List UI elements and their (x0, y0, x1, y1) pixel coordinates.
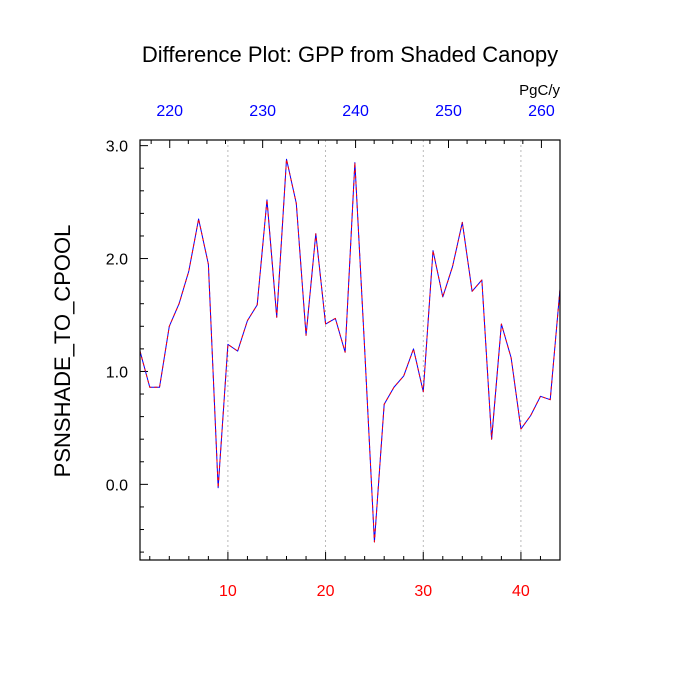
y-tick-label: 1.0 (106, 364, 128, 381)
top-tick-label: 220 (156, 103, 183, 120)
x-tick-label: 40 (512, 583, 530, 600)
series-line-0 (139, 158, 561, 543)
top-tick-label: 260 (528, 103, 555, 120)
top-tick-label: 230 (249, 103, 276, 120)
y-tick-label: 3.0 (106, 139, 128, 156)
x-tick-label: 10 (219, 583, 237, 600)
y-axis-label: PSNSHADE_TO_CPOOL (50, 225, 75, 478)
y-tick-label: 2.0 (106, 252, 128, 269)
axis-ticks (140, 140, 561, 560)
top-axis-unit: PgC/y (519, 82, 560, 99)
tick-labels: 10 20 30 40 220 230 240 250 260 0.0 1.0 2.0 3.0 (106, 103, 555, 600)
x-tick-label: 30 (414, 583, 432, 600)
x-tick-label: 20 (317, 583, 335, 600)
series-line-base (139, 158, 561, 543)
chart-title: Difference Plot: GPP from Shaded Canopy (142, 42, 558, 67)
top-tick-label: 250 (435, 103, 462, 120)
series-lines (139, 158, 561, 543)
plot-frame (139, 139, 561, 561)
top-tick-label: 240 (342, 103, 369, 120)
y-tick-label: 0.0 (106, 477, 128, 494)
grid-lines (227, 140, 522, 560)
